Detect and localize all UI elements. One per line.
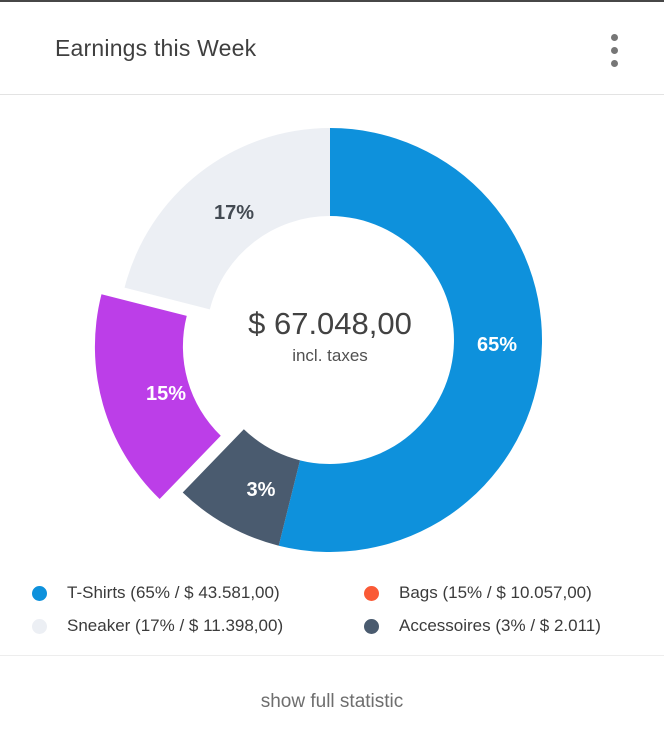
chart-segment-t-shirts[interactable] bbox=[278, 128, 543, 552]
legend-label: Bags (15% / $ 10.057,00) bbox=[399, 583, 592, 602]
legend-dot-sneaker-icon bbox=[32, 618, 47, 634]
top-border bbox=[0, 0, 664, 2]
legend-label: Sneaker (17% / $ 11.398,00) bbox=[67, 616, 284, 635]
legend-dot-accessoires-icon bbox=[364, 618, 379, 634]
header-divider bbox=[0, 94, 664, 95]
chart-segment-accessoires[interactable] bbox=[182, 429, 300, 546]
segment-percent-label: 17% bbox=[214, 202, 254, 224]
footer-divider bbox=[0, 655, 664, 656]
show-full-statistic-link[interactable]: show full statistic bbox=[0, 690, 664, 714]
legend-item-accessoires[interactable]: Accessoires (3% / $ 2.011) bbox=[364, 615, 601, 637]
center-amount: $ 67.048,00 bbox=[248, 306, 412, 341]
page-title: Earnings this Week bbox=[55, 34, 257, 61]
kebab-menu-button[interactable] bbox=[596, 22, 632, 78]
legend-label: T-Shirts (65% / $ 43.581,00) bbox=[67, 583, 280, 602]
card-header: Earnings this Week bbox=[0, 2, 664, 94]
segment-percent-label: 65% bbox=[477, 334, 517, 356]
segment-percent-label: 3% bbox=[247, 479, 276, 501]
segment-percent-label: 15% bbox=[146, 383, 186, 405]
chart-segment-sneaker[interactable] bbox=[124, 128, 330, 310]
legend-item-bags[interactable]: Bags (15% / $ 10.057,00) bbox=[364, 582, 592, 604]
legend-label: Accessoires (3% / $ 2.011) bbox=[399, 616, 601, 635]
center-note: incl. taxes bbox=[292, 346, 368, 365]
chart-segment-bags[interactable] bbox=[94, 294, 221, 500]
legend-item-t-shirts[interactable]: T-Shirts (65% / $ 43.581,00) bbox=[32, 582, 280, 604]
donut-chart: 65% 3% 15% 17% bbox=[94, 128, 543, 552]
legend-dot-bags-icon bbox=[364, 585, 379, 601]
legend-dot-t-shirts-icon bbox=[32, 585, 47, 601]
legend-item-sneaker[interactable]: Sneaker (17% / $ 11.398,00) bbox=[32, 615, 283, 637]
